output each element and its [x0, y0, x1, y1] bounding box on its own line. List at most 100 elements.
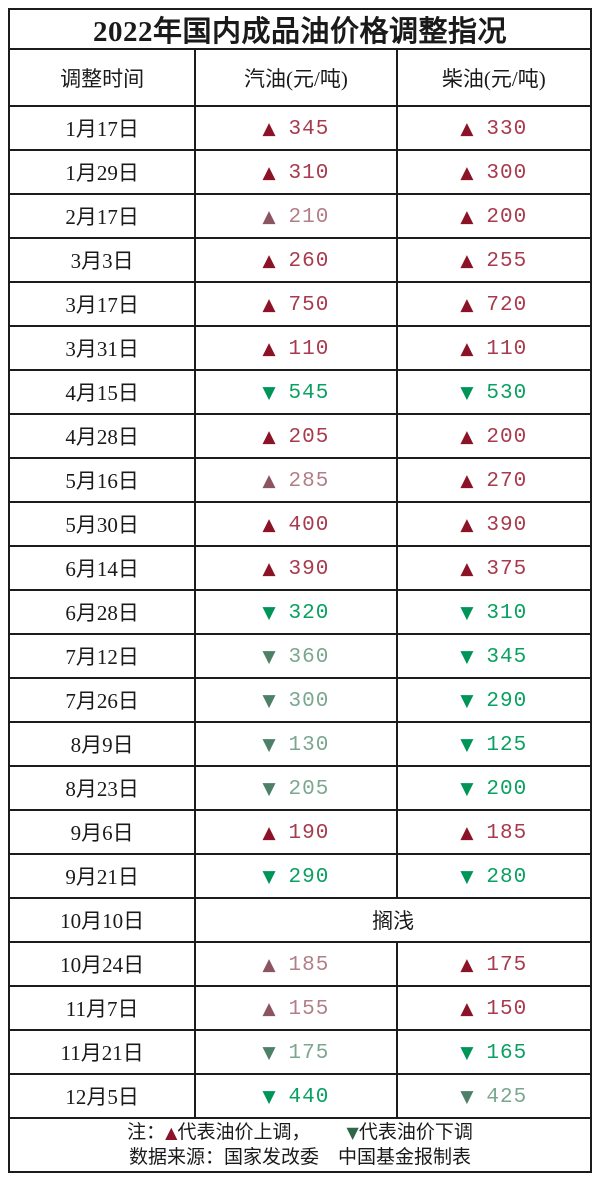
table-row: 1月29日 ▲ 310 ▲ 300 [7, 149, 593, 195]
diesel-change: ▼ 290 [460, 690, 527, 713]
table-row: 11月7日 ▲ 155 ▲ 150 [7, 985, 593, 1031]
down-triangle-icon: ▼ [460, 383, 474, 403]
date-cell: 4月28日 [7, 413, 197, 459]
up-triangle-icon: ▲ [460, 559, 474, 579]
table-row: 5月16日 ▲ 285 ▲ 270 [7, 457, 593, 503]
diesel-change-cell: ▲ 720 [395, 281, 593, 327]
up-triangle-icon: ▲ [262, 251, 276, 271]
date-cell: 3月17日 [7, 281, 197, 327]
up-triangle-icon: ▲ [460, 471, 474, 491]
down-triangle-icon: ▼ [460, 1043, 474, 1063]
note-down-triangle-icon: ▼ [346, 1123, 359, 1142]
down-triangle-icon: ▼ [262, 603, 276, 623]
table-row: 3月3日 ▲ 260 ▲ 255 [7, 237, 593, 283]
gas-change: ▲ 205 [262, 426, 329, 449]
diesel-change: ▲ 720 [460, 294, 527, 317]
up-triangle-icon: ▲ [460, 427, 474, 447]
table-row: 8月9日 ▼ 130 ▼ 125 [7, 721, 593, 767]
diesel-change-cell: ▲ 255 [395, 237, 593, 283]
gas-change-value: 440 [288, 1086, 330, 1109]
down-triangle-icon: ▼ [262, 691, 276, 711]
gas-change: ▲ 750 [262, 294, 329, 317]
gas-change-value: 285 [288, 470, 330, 493]
gas-change: ▲ 190 [262, 822, 329, 845]
gas-change: ▲ 390 [262, 558, 329, 581]
up-triangle-icon: ▲ [262, 471, 276, 491]
note-prefix: 注： [127, 1122, 166, 1143]
date-cell: 11月7日 [7, 985, 197, 1031]
gas-change-value: 210 [288, 206, 330, 229]
diesel-change-value: 185 [486, 822, 528, 845]
gas-change: ▲ 285 [262, 470, 329, 493]
gas-change-cell: ▼ 360 [194, 633, 398, 679]
table-row: 11月21日 ▼ 175 ▼ 165 [7, 1029, 593, 1075]
down-triangle-icon: ▼ [460, 1087, 474, 1107]
table-row: 2月17日 ▲ 210 ▲ 200 [7, 193, 593, 239]
gas-change: ▼ 175 [262, 1042, 329, 1065]
gas-change-value: 360 [288, 646, 330, 669]
gas-change-value: 190 [288, 822, 330, 845]
gas-change: ▲ 155 [262, 998, 329, 1021]
down-triangle-icon: ▼ [460, 867, 474, 887]
gas-change-cell: ▼ 130 [194, 721, 398, 767]
gas-change: ▼ 290 [262, 866, 329, 889]
diesel-change-value: 345 [486, 646, 528, 669]
diesel-change-value: 110 [486, 338, 528, 361]
diesel-change-value: 530 [486, 382, 528, 405]
diesel-change-value: 280 [486, 866, 528, 889]
column-header-diesel: 柴油(元/吨) [395, 48, 593, 107]
diesel-change-value: 200 [486, 206, 528, 229]
gas-change-value: 130 [288, 734, 330, 757]
up-triangle-icon: ▲ [460, 251, 474, 271]
up-triangle-icon: ▲ [460, 515, 474, 535]
diesel-change-value: 720 [486, 294, 528, 317]
gas-change-cell: ▲ 210 [194, 193, 398, 239]
date-cell: 9月6日 [7, 809, 197, 855]
up-triangle-icon: ▲ [262, 163, 276, 183]
price-table: 调整时间 汽油(元/吨) 柴油(元/吨) 1月17日 ▲ 345 ▲ 330 1月29日 ▲… [7, 48, 593, 1173]
gas-change-cell: ▲ 260 [194, 237, 398, 283]
up-triangle-icon: ▲ [460, 339, 474, 359]
header-row: 调整时间 汽油(元/吨) 柴油(元/吨) [7, 48, 593, 107]
diesel-change: ▼ 200 [460, 778, 527, 801]
date-cell: 11月21日 [7, 1029, 197, 1075]
down-triangle-icon: ▼ [262, 867, 276, 887]
gas-change-value: 290 [288, 866, 330, 889]
diesel-change-cell: ▼ 125 [395, 721, 593, 767]
up-triangle-icon: ▲ [262, 119, 276, 139]
diesel-change-value: 300 [486, 162, 528, 185]
diesel-change-cell: ▲ 300 [395, 149, 593, 195]
down-triangle-icon: ▼ [460, 691, 474, 711]
gas-change-cell: ▼ 320 [194, 589, 398, 635]
diesel-change-cell: ▼ 530 [395, 369, 593, 415]
note-up-text: 代表油价上调， [177, 1122, 311, 1143]
data-source: 数据来源：国家发改委 中国基金报制表 [128, 1147, 471, 1168]
diesel-change-value: 375 [486, 558, 528, 581]
diesel-change-cell: ▲ 200 [395, 413, 593, 459]
column-header-gasoline: 汽油(元/吨) [194, 48, 398, 107]
table-row: 6月14日 ▲ 390 ▲ 375 [7, 545, 593, 591]
gas-change-cell: ▲ 345 [194, 105, 398, 151]
gas-change-cell: ▲ 155 [194, 985, 398, 1031]
diesel-change: ▲ 255 [460, 250, 527, 273]
diesel-change: ▼ 125 [460, 734, 527, 757]
down-triangle-icon: ▼ [460, 647, 474, 667]
diesel-change: ▲ 175 [460, 954, 527, 977]
diesel-change-cell: ▲ 200 [395, 193, 593, 239]
up-triangle-icon: ▲ [262, 559, 276, 579]
table-row: 8月23日 ▼ 205 ▼ 200 [7, 765, 593, 811]
diesel-change: ▲ 300 [460, 162, 527, 185]
diesel-change: ▲ 200 [460, 206, 527, 229]
diesel-change-cell: ▼ 425 [395, 1073, 593, 1119]
table-body: 1月17日 ▲ 345 ▲ 330 1月29日 ▲ 310 ▲ 300 2月17日 ▲ 210 ▲ 200 3… [7, 105, 593, 1119]
diesel-change-cell: ▲ 150 [395, 985, 593, 1031]
diesel-change-value: 165 [486, 1042, 528, 1065]
date-cell: 12月5日 [7, 1073, 197, 1119]
table-row: 9月6日 ▲ 190 ▲ 185 [7, 809, 593, 855]
date-cell: 3月3日 [7, 237, 197, 283]
diesel-change-value: 270 [486, 470, 528, 493]
date-cell: 2月17日 [7, 193, 197, 239]
gas-change-value: 545 [288, 382, 330, 405]
gas-change-cell: ▲ 205 [194, 413, 398, 459]
table-row: 1月17日 ▲ 345 ▲ 330 [7, 105, 593, 151]
